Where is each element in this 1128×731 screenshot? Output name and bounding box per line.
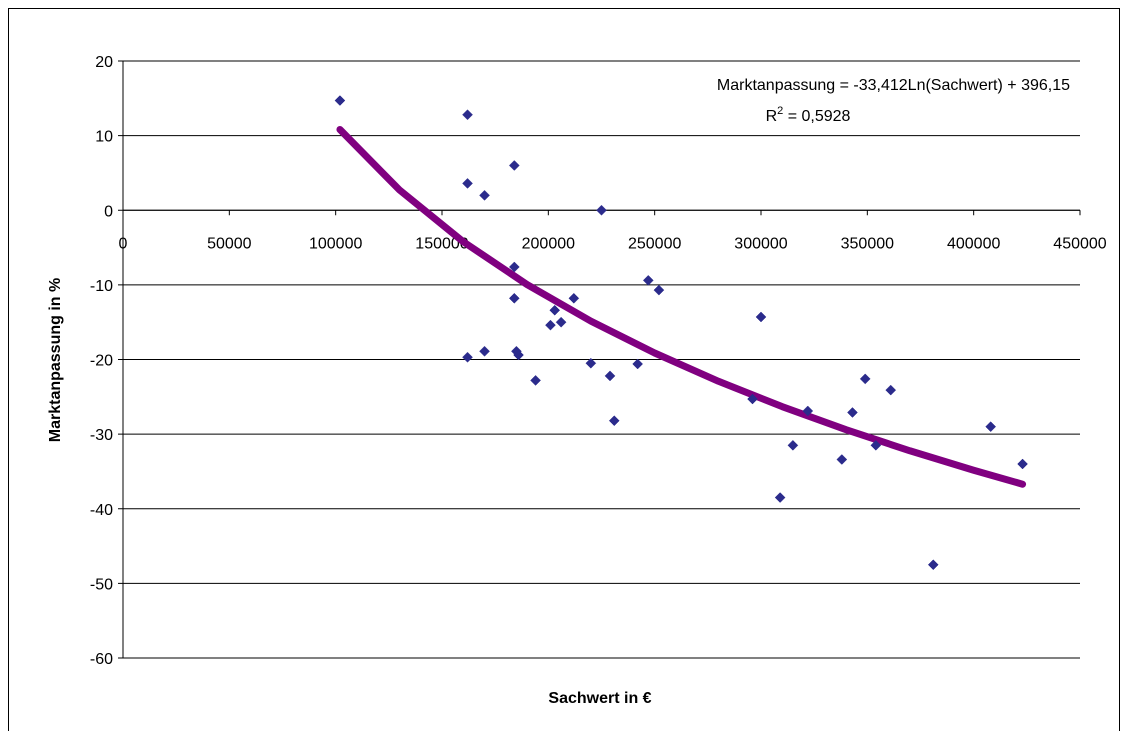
x-tick-label: 0 bbox=[119, 235, 128, 252]
x-tick-label: 50000 bbox=[207, 235, 252, 252]
x-tick-label: 250000 bbox=[628, 235, 681, 252]
data-point bbox=[836, 454, 848, 465]
data-point bbox=[927, 559, 939, 571]
data-point bbox=[787, 439, 799, 451]
data-point bbox=[334, 95, 346, 106]
data-point bbox=[462, 178, 473, 189]
data-point bbox=[568, 292, 580, 304]
data-point bbox=[885, 384, 897, 396]
data-point bbox=[859, 373, 871, 385]
x-tick-label: 350000 bbox=[841, 235, 894, 252]
data-point bbox=[774, 492, 786, 503]
chart-frame bbox=[8, 8, 1120, 731]
y-axis-title: Marktanpassung in % bbox=[47, 278, 64, 442]
x-axis-title: Sachwert in € bbox=[548, 690, 651, 707]
y-tick-label: -20 bbox=[90, 353, 113, 370]
data-point bbox=[585, 357, 597, 369]
data-point bbox=[508, 292, 520, 304]
data-point bbox=[508, 160, 520, 171]
y-tick-label: -10 bbox=[90, 278, 113, 295]
data-point bbox=[642, 275, 654, 286]
x-tick-label: 400000 bbox=[947, 235, 1000, 252]
y-tick-label: 20 bbox=[95, 54, 113, 71]
trend-equation: Marktanpassung = -33,412Ln(Sachwert) + 3… bbox=[717, 77, 1070, 94]
r-squared: R2 = 0,5928 bbox=[766, 105, 851, 125]
x-tick-label: 300000 bbox=[734, 235, 787, 252]
trendline bbox=[336, 126, 1027, 488]
y-tick-label: -50 bbox=[90, 576, 113, 593]
data-point bbox=[1017, 458, 1028, 470]
y-tick-label: 10 bbox=[95, 129, 113, 146]
data-point bbox=[530, 375, 541, 386]
data-point bbox=[653, 284, 665, 296]
data-point bbox=[755, 311, 767, 323]
data-point bbox=[545, 319, 556, 331]
data-point bbox=[549, 304, 561, 316]
r-base: R bbox=[766, 108, 778, 125]
data-point bbox=[513, 349, 524, 361]
data-point bbox=[479, 189, 490, 201]
data-point bbox=[508, 261, 520, 273]
y-tick-label: -60 bbox=[90, 651, 113, 668]
r-sup: 2 bbox=[777, 105, 783, 117]
y-tick-label: 0 bbox=[104, 203, 113, 220]
data-point bbox=[596, 204, 607, 216]
data-point bbox=[747, 393, 758, 405]
data-point bbox=[847, 407, 858, 418]
r-rest: = 0,5928 bbox=[783, 108, 850, 125]
y-tick-label: -30 bbox=[90, 427, 113, 444]
data-point bbox=[479, 345, 490, 357]
data-point bbox=[632, 358, 644, 370]
x-tick-label: 200000 bbox=[522, 235, 575, 252]
data-point bbox=[985, 421, 997, 433]
x-tick-label: 100000 bbox=[309, 235, 362, 252]
data-point bbox=[802, 405, 814, 417]
data-point bbox=[555, 316, 567, 328]
x-tick-label: 450000 bbox=[1053, 235, 1106, 252]
data-point bbox=[608, 415, 620, 427]
data-point bbox=[604, 370, 616, 382]
data-point bbox=[870, 439, 882, 451]
data-point bbox=[462, 109, 473, 121]
y-tick-label: -40 bbox=[90, 502, 113, 519]
data-point bbox=[462, 351, 473, 363]
